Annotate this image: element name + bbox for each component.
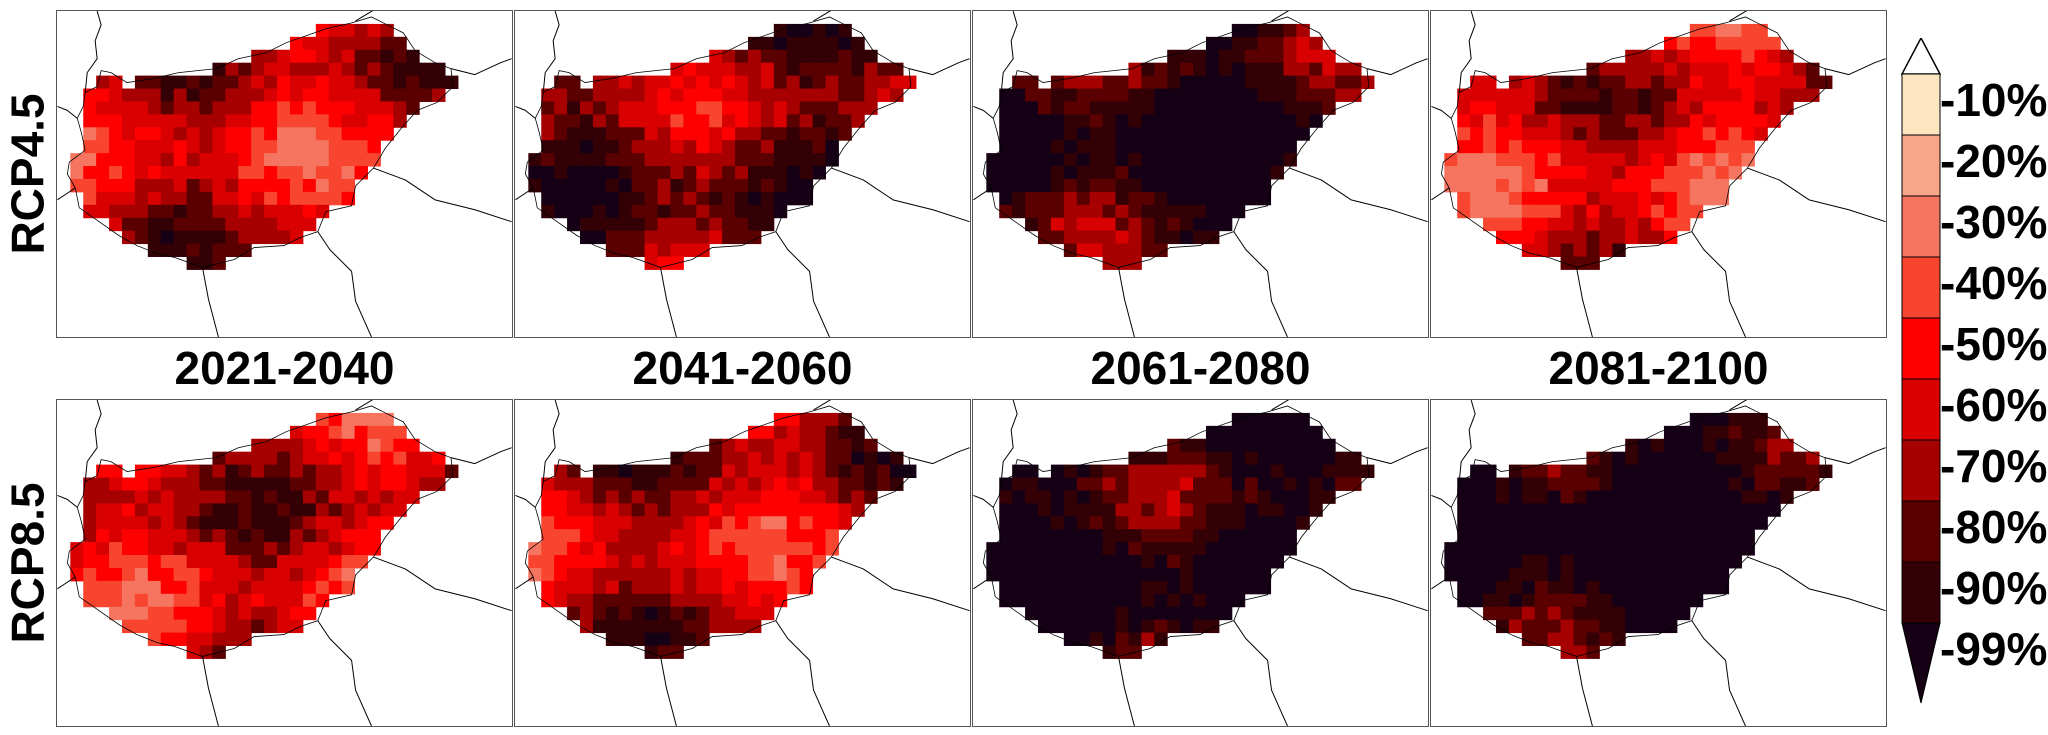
map-rcp85-2041-2060 [514, 399, 971, 727]
row-label-rcp45: RCP4.5 [2, 93, 55, 255]
map-rcp45-2021-2040 [56, 10, 513, 338]
period-label-3: 2061-2080 [1090, 342, 1311, 394]
colorbar [1901, 38, 1941, 704]
map-rcp85-2081-2100 [1430, 399, 1887, 727]
colorbar-tick-6: -60% [1940, 379, 2048, 431]
colorbar-tick-9: -90% [1940, 562, 2048, 614]
colorbar-tick-8: -80% [1940, 501, 2048, 553]
colorbar-tick-3: -30% [1940, 196, 2048, 248]
colorbar-tick-10: -99% [1940, 623, 2048, 675]
map-rcp85-2021-2040 [56, 399, 513, 727]
row-label-rcp85: RCP8.5 [2, 482, 55, 644]
colorbar-tick-7: -70% [1940, 440, 2048, 492]
map-rcp45-2081-2100 [1430, 10, 1887, 338]
map-rcp45-2061-2080 [972, 10, 1429, 338]
colorbar-tick-2: -20% [1940, 135, 2048, 187]
map-rcp45-2041-2060 [514, 10, 971, 338]
period-label-2: 2041-2060 [632, 342, 853, 394]
period-label-1: 2021-2040 [174, 342, 395, 394]
colorbar-tick-1: -10% [1940, 74, 2048, 126]
colorbar-tick-4: -40% [1940, 257, 2048, 309]
colorbar-tick-5: -50% [1940, 318, 2048, 370]
period-label-4: 2081-2100 [1548, 342, 1769, 394]
map-rcp85-2061-2080 [972, 399, 1429, 727]
